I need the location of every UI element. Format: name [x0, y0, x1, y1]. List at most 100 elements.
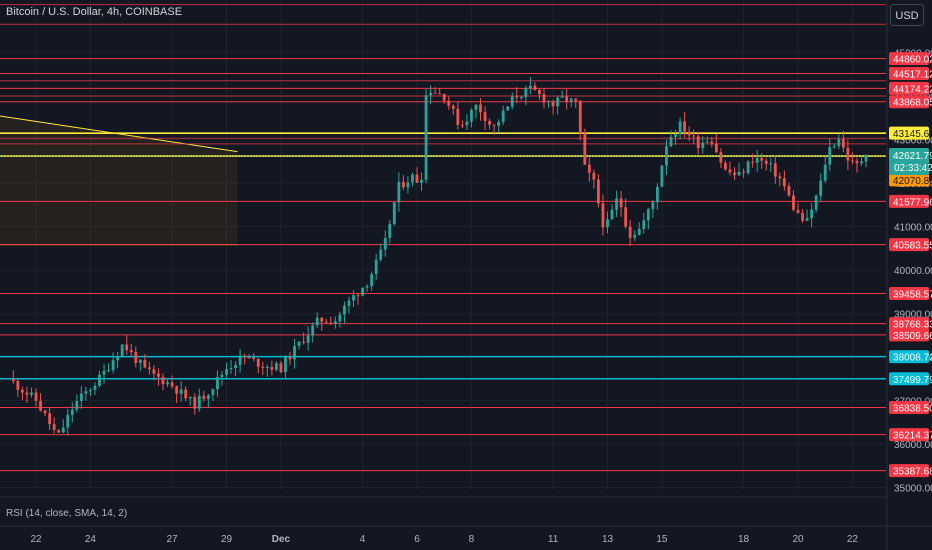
time-tick-label: 13 — [602, 534, 614, 545]
candle-body — [633, 234, 637, 238]
candle-body — [25, 392, 29, 395]
candle-body — [547, 101, 550, 103]
candle-body — [370, 274, 374, 287]
candle-body — [642, 220, 646, 229]
candle-body — [460, 124, 464, 126]
candle-body — [456, 108, 460, 125]
level-price-label-bg — [889, 464, 929, 478]
candle-body — [166, 382, 169, 385]
level-price-label: 39458.57 — [893, 290, 932, 301]
candle-body — [20, 389, 24, 393]
candle-body — [306, 335, 310, 343]
candle-body — [48, 413, 52, 425]
candle-body — [710, 141, 714, 144]
candle-body — [274, 363, 278, 370]
candle-body — [197, 395, 201, 409]
candle-body — [705, 141, 709, 143]
time-tick-label: 22 — [847, 534, 859, 545]
candle-body — [79, 393, 83, 402]
candle-body — [451, 105, 455, 109]
candle-body — [265, 366, 269, 368]
candle-body — [220, 374, 224, 378]
candle-body — [188, 396, 192, 399]
candle-body — [737, 171, 741, 176]
candle-body — [193, 396, 197, 409]
candle-body — [660, 165, 664, 187]
candle-body — [742, 171, 745, 174]
time-tick-label: 27 — [167, 534, 179, 545]
time-tick-label: Dec — [272, 534, 291, 545]
candle-body — [202, 395, 206, 399]
countdown-label: 02:33:42 — [894, 163, 932, 174]
candle-body — [597, 179, 600, 204]
candle-body — [39, 400, 42, 411]
candle-body — [116, 356, 120, 361]
level-price-label-bg — [889, 428, 929, 442]
candle-body — [356, 295, 360, 297]
candle-body — [238, 355, 242, 365]
level-price-label-bg — [889, 372, 929, 386]
candle-body — [338, 314, 342, 322]
candle-body — [347, 300, 351, 306]
candle-body — [401, 181, 405, 188]
time-tick-label: 22 — [30, 534, 42, 545]
candle-body — [361, 287, 364, 296]
candle-body — [329, 322, 333, 324]
candle-body — [392, 202, 396, 224]
candle-body — [43, 410, 47, 414]
candle-body — [510, 96, 514, 107]
candle-body — [120, 344, 124, 357]
candle-body — [284, 357, 287, 373]
candle-body — [782, 178, 786, 187]
candle-body — [746, 161, 750, 174]
price-tick-label: 43000.00 — [894, 136, 932, 147]
level-price-label-bg — [889, 317, 929, 331]
candle-body — [610, 209, 614, 220]
level-price-label-bg — [889, 401, 929, 415]
level-price-label: 44174.22 — [893, 84, 932, 95]
level-price-label: 38008.72 — [893, 353, 932, 364]
candle-body — [465, 121, 469, 126]
candle-body — [293, 345, 296, 360]
candle-body — [751, 161, 755, 163]
chart-title: Bitcoin / U.S. Dollar, 4h, COINBASE — [6, 6, 183, 18]
candle-body — [801, 212, 804, 221]
candle-body — [483, 112, 487, 122]
candle-body — [574, 98, 578, 101]
candle-body — [420, 179, 423, 183]
candle-body — [592, 172, 596, 180]
level-price-label: 43868.05 — [893, 98, 932, 109]
level-price-label: 43145.61 — [893, 129, 932, 140]
candle-body — [814, 195, 818, 210]
candle-body — [773, 163, 777, 177]
candle-body — [787, 186, 791, 196]
candle-body — [75, 401, 79, 410]
candle-body — [810, 209, 814, 219]
candle-body — [497, 121, 501, 126]
candle-body — [796, 209, 800, 213]
time-tick-label: 29 — [221, 534, 233, 545]
candle-body — [397, 181, 401, 203]
level-price-label-bg — [889, 126, 929, 140]
level-price-label: 40583.55 — [893, 241, 932, 252]
candle-body — [57, 429, 61, 433]
candle-body — [855, 160, 859, 164]
level-price-label: 36214.37 — [893, 431, 932, 442]
triangle-descending-trendline — [0, 115, 238, 153]
candle-body — [769, 163, 773, 165]
candle-body — [696, 136, 700, 149]
candle-body — [438, 93, 442, 95]
candle-body — [89, 390, 92, 392]
candle-body — [828, 147, 832, 165]
candle-body — [175, 386, 179, 394]
candle-body — [433, 92, 437, 94]
candle-body — [841, 139, 845, 148]
candle-body — [542, 94, 546, 103]
time-tick-label: 18 — [738, 534, 750, 545]
currency-button[interactable]: USD — [890, 4, 924, 26]
current-price-badge — [889, 147, 929, 175]
rsi-indicator-label[interactable]: RSI (14, close, SMA, 14, 2) — [6, 508, 128, 519]
candle-body — [256, 358, 260, 367]
candle-body — [447, 100, 451, 106]
